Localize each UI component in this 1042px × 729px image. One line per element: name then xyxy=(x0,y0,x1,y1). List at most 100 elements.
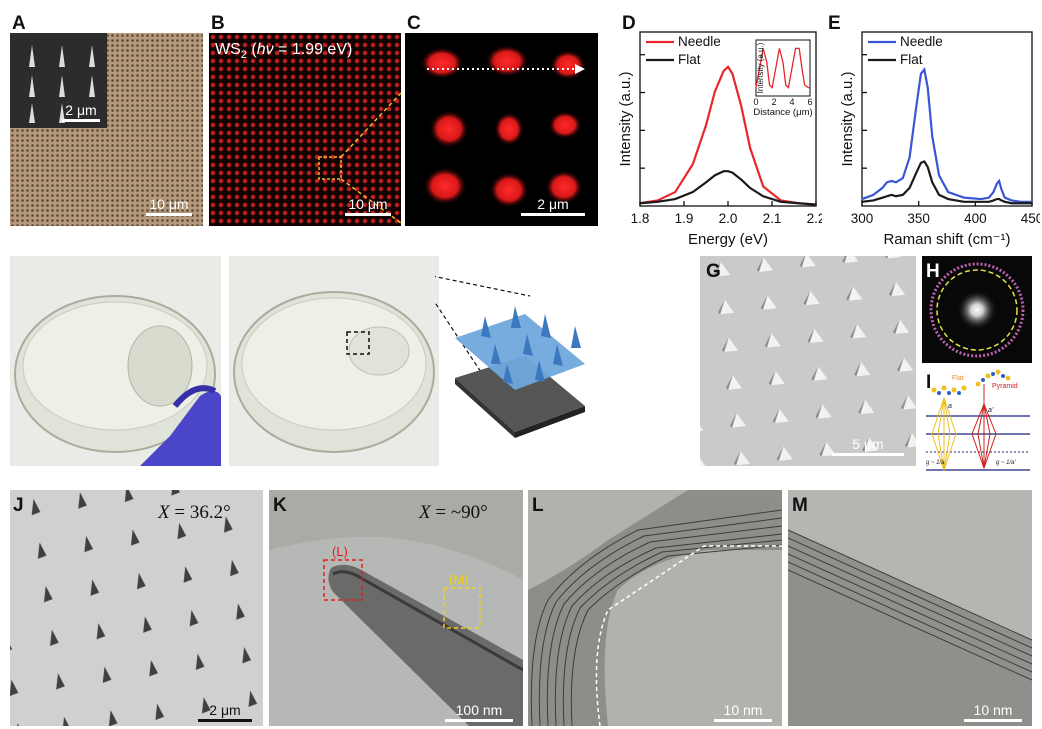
data-point-needle xyxy=(915,104,918,107)
data-point-flat xyxy=(947,198,949,200)
panel-i-g-left: g ~ 1/a xyxy=(926,460,945,466)
panel-l-hrtem-image: 10 nm xyxy=(528,490,782,726)
data-point-flat xyxy=(815,203,817,206)
panel-m-graphic xyxy=(788,490,1032,726)
panel-l-scale-bar: 10 nm xyxy=(714,702,772,722)
panel-k-label: K xyxy=(273,495,287,516)
panel-f-photo-1-graphic xyxy=(10,256,221,466)
data-point-flat xyxy=(920,162,922,164)
data-point-needle xyxy=(1004,196,1006,199)
panel-b-subscript: 2 xyxy=(240,49,247,62)
data-point-needle xyxy=(923,68,926,71)
panel-k-angle-var: X xyxy=(419,502,431,523)
data-point-flat xyxy=(722,170,725,172)
x-tick-label: 1.8 xyxy=(631,211,650,226)
panel-j-angle-value: = 36.2° xyxy=(169,502,231,523)
panel-g-label: G xyxy=(706,261,721,282)
legend-label-flat: Flat xyxy=(678,52,701,67)
data-point-needle xyxy=(963,196,965,199)
panel-m-scale-label: 10 nm xyxy=(973,702,1013,718)
panel-a-inset-bar xyxy=(62,119,100,122)
panel-i-schematic: Flat Pyramid a a' g ~ 1/a g ~ 1/a' xyxy=(922,368,1032,476)
panel-g-scale-bar: 5 μm xyxy=(832,436,904,456)
panel-l-label: L xyxy=(532,495,544,516)
panel-k-box-l-label: (L) xyxy=(332,544,348,559)
data-point-flat xyxy=(926,166,929,168)
panel-k-graphic: (L) (M) xyxy=(269,490,523,726)
legend-label-needle: Needle xyxy=(900,34,943,49)
data-point-flat xyxy=(931,181,934,184)
panel-l-graphic xyxy=(528,490,782,726)
panel-j-scale-label: 2 μm xyxy=(209,702,241,718)
data-point-flat xyxy=(1004,201,1006,203)
chart-frame xyxy=(861,31,1033,207)
panel-b-title: WS2 (hν = 1.99 eV) xyxy=(215,41,352,61)
data-point-flat xyxy=(992,199,995,202)
panel-a-sem-image: 2 μm 10 μm xyxy=(10,33,203,226)
x-axis-label: Energy (eV) xyxy=(688,231,768,248)
panel-k-angle-value: = ~90° xyxy=(430,502,488,523)
panel-g-graphic xyxy=(700,256,916,466)
legend-label-flat: Flat xyxy=(900,52,923,67)
data-point-needle xyxy=(980,198,982,200)
inset-x-axis-label: Distance (μm) xyxy=(753,107,812,118)
panel-k-scale-label: 100 nm xyxy=(455,702,503,718)
data-point-needle xyxy=(727,66,729,68)
panel-m-scale-bar: 10 nm xyxy=(964,702,1022,722)
panel-a-inset-scale-bar: 2 μm xyxy=(62,102,100,122)
panel-d-chart: 1.8 1.9 2.0 2.1 2.2 Energy (eV) Intensity (a.u… xyxy=(617,31,822,248)
data-point-needle xyxy=(705,124,707,127)
data-point-flat xyxy=(639,202,641,205)
panel-j-sem-image: X = 36.2° 2 μm xyxy=(10,490,263,726)
panel-i-a-prime-label: a' xyxy=(988,407,994,414)
panel-i-pyramid-label: Pyramid xyxy=(992,383,1018,390)
panel-a-bar xyxy=(146,213,192,216)
data-point-flat xyxy=(886,195,888,198)
x-tick-label: 300 xyxy=(851,211,874,226)
data-point-flat xyxy=(902,194,904,196)
panel-c-scale-label: 2 μm xyxy=(537,196,569,212)
data-point-needle xyxy=(938,174,940,177)
panel-m-label: M xyxy=(792,495,808,516)
data-point-flat xyxy=(881,196,884,199)
data-point-needle xyxy=(926,86,929,89)
x-axis-label: Raman shift (cm⁻¹) xyxy=(883,231,1010,248)
data-point-flat xyxy=(998,198,1000,200)
panel-g-sem-image: 5 μm xyxy=(700,256,916,466)
data-point-needle xyxy=(895,181,897,184)
panel-g-scale-label: 5 μm xyxy=(852,436,884,452)
inset-x-tick-label: 6 xyxy=(807,97,812,107)
legend-label-needle: Needle xyxy=(678,34,721,49)
panel-k-tem-image: (L) (M) X = ~90° 100 nm xyxy=(269,490,523,726)
panel-h-diffraction xyxy=(922,256,1032,363)
panel-c-pl-zoom: 2 μm xyxy=(405,33,598,226)
panel-i-g-right: g ~ 1/a' xyxy=(996,460,1017,466)
x-tick-label: 1.9 xyxy=(675,211,694,226)
panel-j-graphic xyxy=(10,490,263,726)
data-point-flat xyxy=(731,171,734,174)
data-point-flat xyxy=(1000,199,1003,202)
data-point-needle xyxy=(722,70,725,72)
panel-a-graphic xyxy=(10,33,203,226)
data-point-flat xyxy=(890,194,893,196)
panel-b-energy-prefix: ( xyxy=(246,41,257,58)
panel-k-angle: X = ~90° xyxy=(419,502,488,524)
inset-x-tick-label: 2 xyxy=(771,97,776,107)
data-point-needle xyxy=(890,180,893,182)
data-point-needle xyxy=(731,72,734,75)
panel-f-photo-1 xyxy=(10,256,221,466)
panel-f-schematic xyxy=(435,275,585,438)
panel-d-label: D xyxy=(622,13,636,34)
x-tick-label: 2.0 xyxy=(719,211,738,226)
data-point-needle xyxy=(881,187,884,189)
panel-b-graphic xyxy=(209,33,401,226)
panel-a-scale-bar: 10 μm xyxy=(146,196,192,216)
data-point-needle xyxy=(998,180,1000,182)
inset-y-axis-label: Intensity (a.u.) xyxy=(756,42,765,93)
data-point-needle xyxy=(886,181,888,184)
x-tick-label: 400 xyxy=(964,211,987,226)
panel-b-bar xyxy=(345,213,391,216)
data-point-needle xyxy=(749,146,751,149)
panel-i-flat-label: Flat xyxy=(952,375,964,382)
data-point-flat xyxy=(797,202,800,205)
